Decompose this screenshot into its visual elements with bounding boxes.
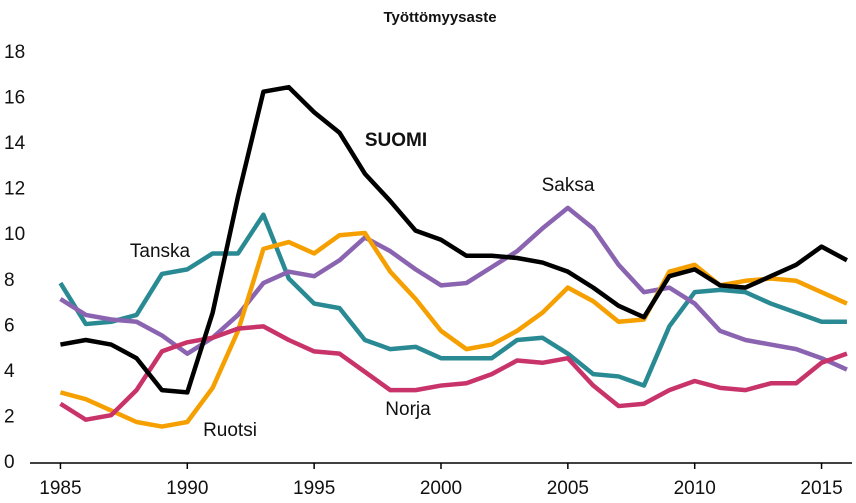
x-tick-label: 2000 (420, 478, 462, 499)
y-tick-label: 4 (4, 361, 15, 382)
series-line (59, 324, 848, 422)
series-label: Saksa (542, 175, 595, 196)
y-tick-label: 6 (4, 315, 15, 336)
series-label: Norja (385, 399, 431, 420)
x-tick-label: 1995 (293, 478, 335, 499)
y-tick-label: 0 (4, 452, 15, 473)
y-tick-label: 18 (4, 42, 25, 63)
x-tick-label: 1985 (39, 478, 81, 499)
series-label: Tanska (130, 241, 191, 262)
y-tick-label: 14 (4, 133, 26, 154)
series-label: Ruotsi (203, 420, 257, 441)
series-line (60, 84, 848, 395)
y-tick-label: 16 (4, 88, 25, 109)
chart-title: Työttömyysaste (383, 9, 496, 26)
y-tick-label: 8 (4, 270, 15, 291)
y-tick-label: 10 (4, 224, 25, 245)
x-tick-label: 2010 (674, 478, 716, 499)
x-tick-label: 2015 (800, 478, 842, 499)
y-tick-label: 2 (4, 406, 15, 427)
y-tick-label: 12 (4, 179, 25, 200)
series-label: SUOMI (365, 130, 427, 151)
x-tick-label: 1990 (166, 478, 208, 499)
x-tick-label: 2005 (547, 478, 589, 499)
series-line (59, 205, 848, 372)
series-line (58, 212, 847, 388)
